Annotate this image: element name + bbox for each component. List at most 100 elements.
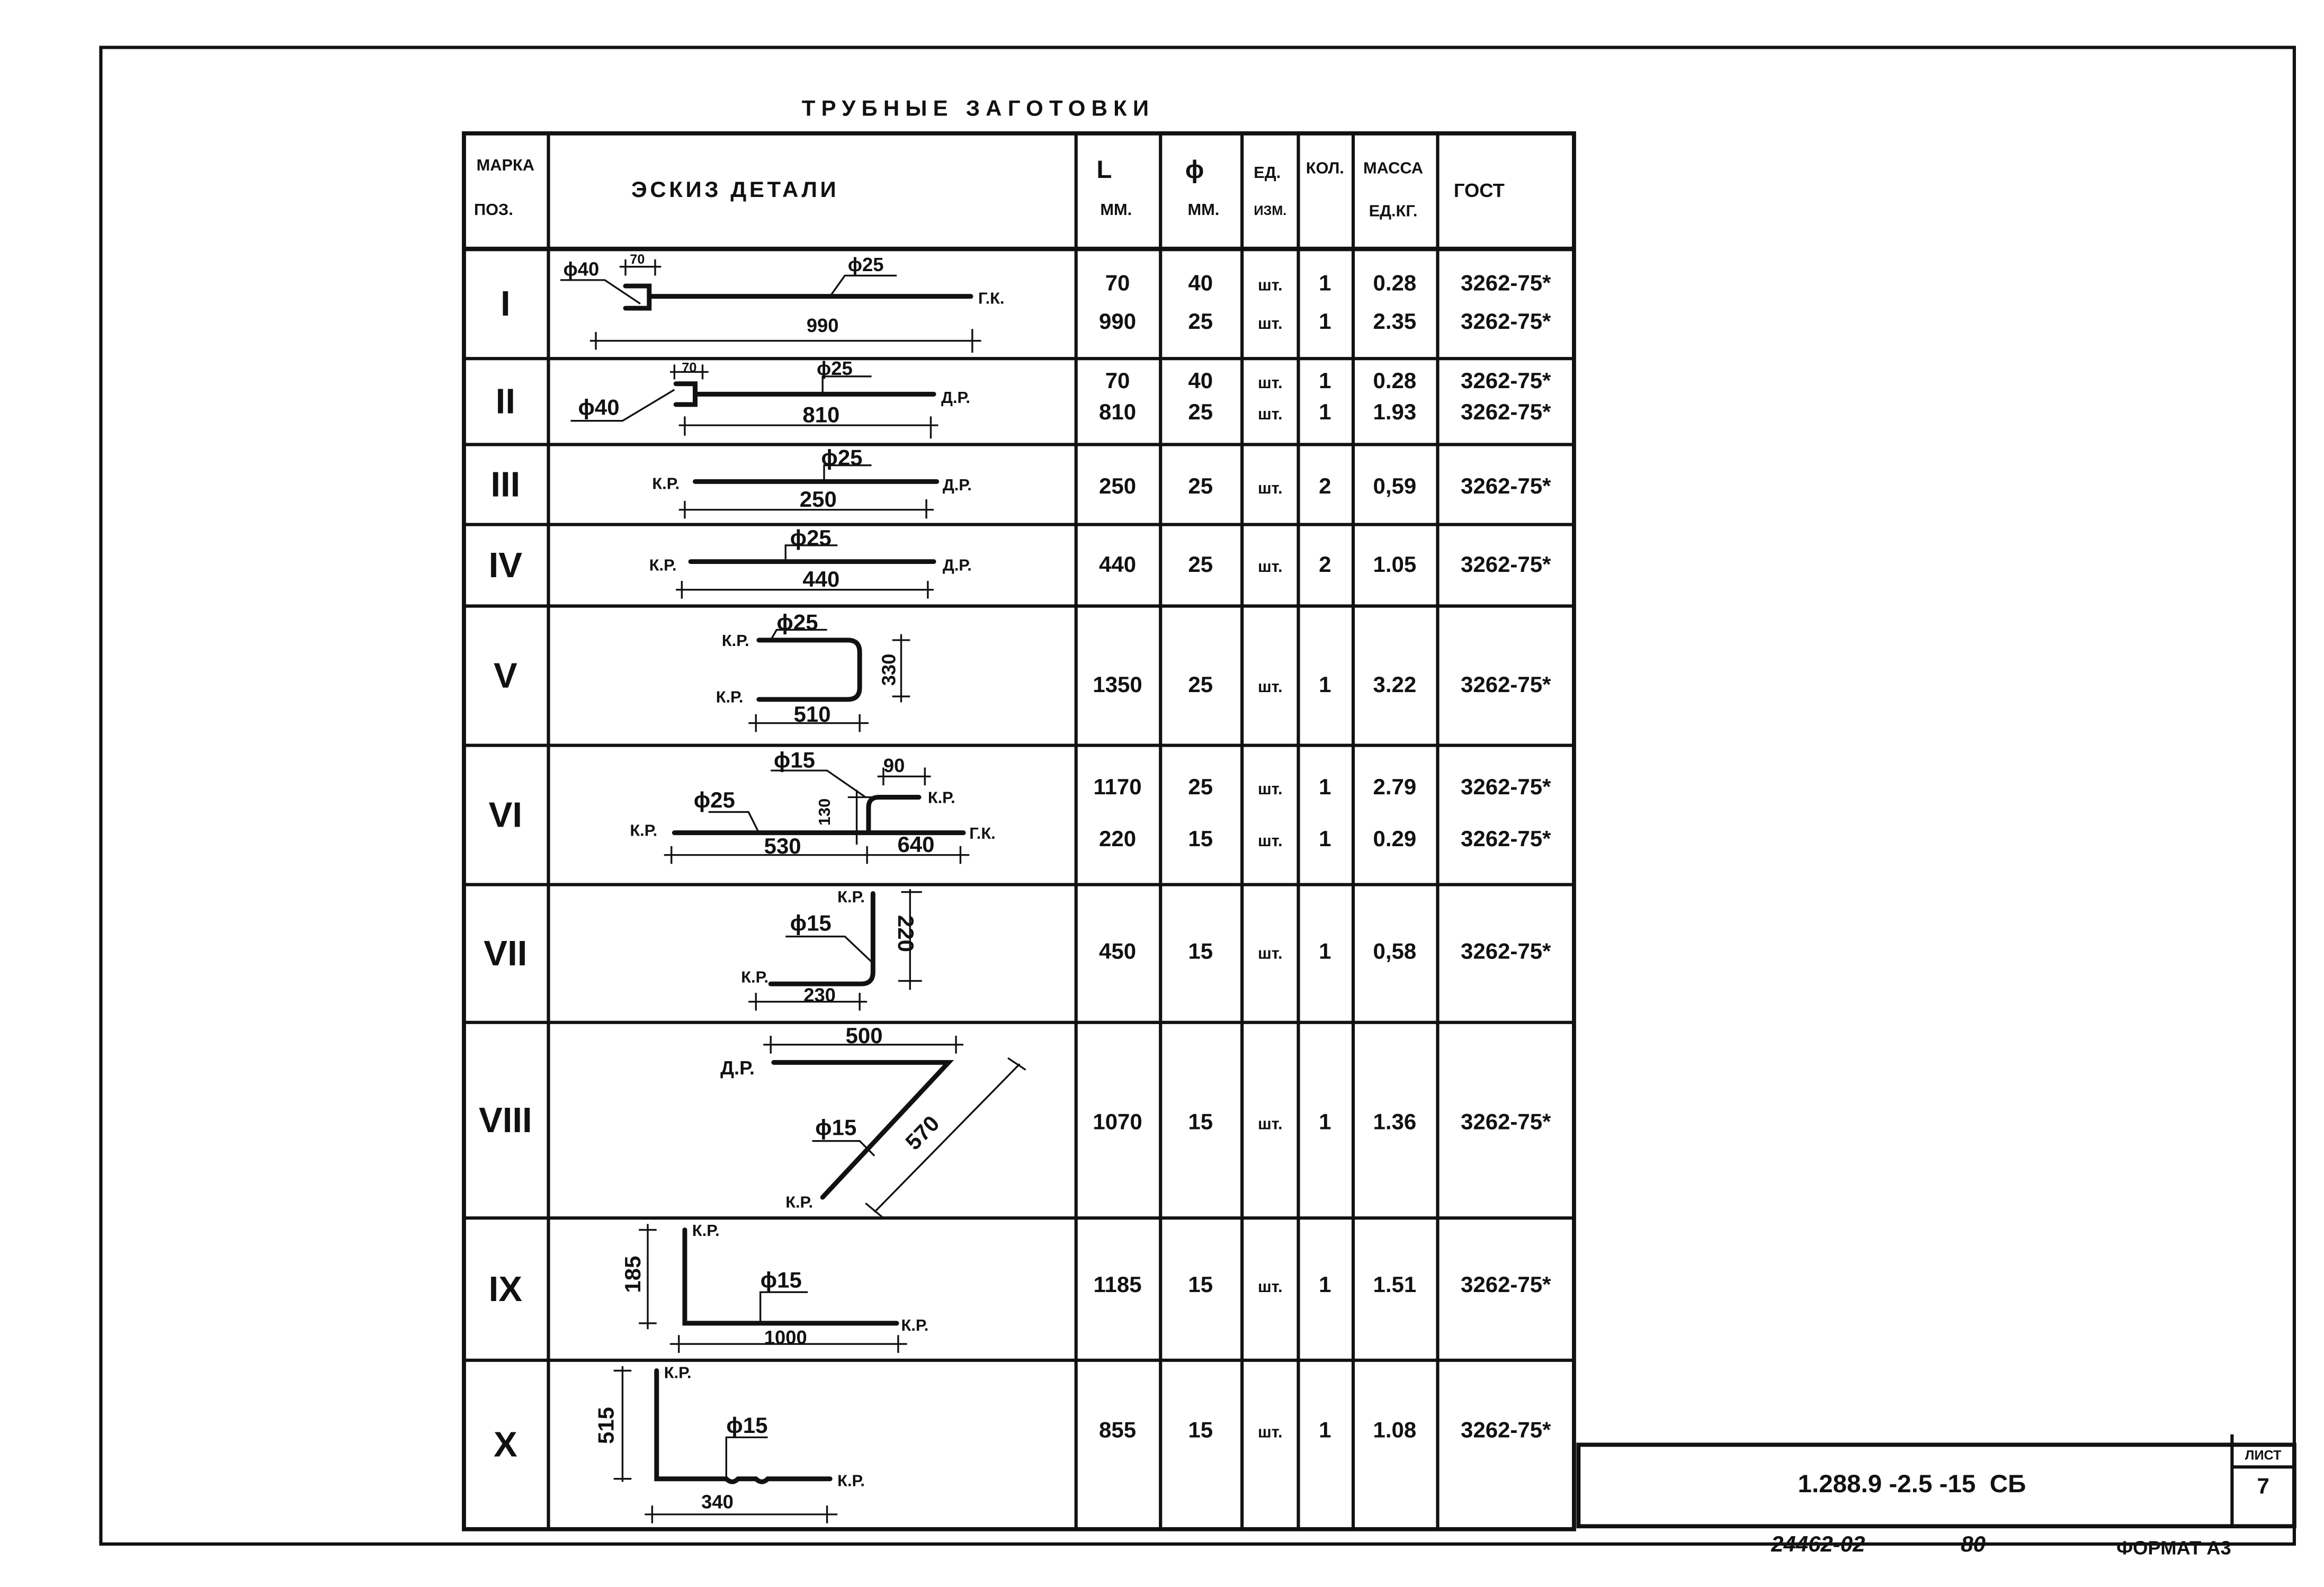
sketch-label: К.Р. [649, 555, 677, 574]
cell-d: 25 [1188, 309, 1213, 334]
sketch-label: ϕ25 [776, 609, 818, 634]
sketch-II: 70 ϕ25 ϕ40 Д.Р. 810 [570, 357, 970, 439]
cell-d: 15 [1188, 1417, 1213, 1442]
cell-gost: 3262-75* [1461, 552, 1551, 577]
cell-d: 15 [1188, 939, 1213, 964]
sketch-III: ϕ25 К.Р. Д.Р. 250 [652, 445, 972, 519]
header-mark-1: МАРКА [477, 156, 534, 174]
inventory-number: 24462-02 [1771, 1531, 1865, 1556]
position-mark: II [496, 382, 515, 422]
position-mark: III [490, 464, 520, 504]
sketch-label: К.Р. [837, 887, 865, 906]
sketch-line [669, 1335, 907, 1353]
sketch-line [678, 416, 938, 439]
sketch-line [708, 769, 866, 833]
sketch-line [676, 580, 934, 599]
sketch-label: К.Р. [664, 1363, 692, 1382]
cell-L: 250 [1099, 473, 1136, 498]
cell-d: 15 [1188, 1109, 1213, 1134]
sketch-label: ϕ40 [578, 395, 619, 420]
cell-L: 990 [1099, 309, 1136, 334]
sketch-label: ϕ15 [761, 1268, 802, 1293]
sketch-line [768, 891, 875, 987]
header-mass-2: ЕД.КГ. [1369, 202, 1418, 220]
cell-qty: 2 [1319, 552, 1331, 577]
sketch-label: К.Р. [928, 788, 955, 807]
sketch-label: К.Р. [716, 687, 744, 706]
sketch-line [654, 1368, 833, 1484]
document-designation: 1.288.9 -2.5 -15 СБ [1798, 1470, 2026, 1498]
table-row: VI 1170 25 шт. 1 2.79 3262-75* 220 15 шт. 1 0.29 326… [489, 774, 1551, 851]
sheet-number: 7 [2257, 1474, 2269, 1499]
cell-mass: 3.22 [1373, 672, 1416, 697]
sketch-line [673, 381, 936, 407]
cell-gost: 3262-75* [1461, 399, 1551, 424]
cell-mass: 0,59 [1373, 473, 1416, 498]
table-row: II 70 40 шт. 1 0.28 3262-75* 810 25 шт. 1 1.93 3262-… [496, 368, 1551, 424]
cell-gost: 3262-75* [1461, 368, 1551, 393]
position-mark: VIII [479, 1100, 532, 1140]
sketch-label: 130 [815, 799, 834, 826]
header-qty: КОЛ. [1306, 158, 1344, 177]
sketch-line [847, 790, 883, 845]
cell-qty: 2 [1319, 473, 1331, 498]
sketch-X: К.Р. 515 ϕ15 К.Р. 340 [594, 1363, 865, 1523]
sketch-line [669, 364, 709, 380]
sketch-label: ϕ15 [774, 748, 815, 773]
sketch-line [645, 1505, 838, 1523]
cell-gost: 3262-75* [1461, 1417, 1551, 1442]
header-diameter-1: ϕ [1185, 156, 1204, 184]
cell-L: 1350 [1093, 672, 1142, 697]
sketch-label: 515 [594, 1407, 619, 1444]
cell-qty: 1 [1319, 1109, 1331, 1134]
sketch-I: ϕ40 70 ϕ25 Г.К. 990 [560, 252, 1004, 353]
sketch-label: ϕ15 [790, 910, 832, 935]
sketch-label: 530 [764, 833, 801, 858]
sketch-line [560, 274, 897, 305]
cell-mass: 0.28 [1373, 270, 1416, 295]
sketch-label: К.Р. [722, 631, 749, 650]
header-mark-2: ПОЗ. [474, 200, 513, 219]
cell-qty: 1 [1319, 774, 1331, 799]
header-length-1: L [1096, 156, 1112, 184]
cell-d: 40 [1188, 270, 1213, 295]
cell-L: 1170 [1094, 774, 1142, 799]
sketch-label: ϕ25 [694, 787, 735, 812]
table-row: VII 450 15 шт. 1 0,58 3262-75* [484, 934, 1551, 973]
cell-unit: шт. [1258, 405, 1283, 423]
sketch-line [759, 1291, 808, 1323]
header-mass-1: МАССА [1363, 158, 1423, 177]
sketch-VII: К.Р. ϕ15 К.Р. 220 230 [741, 887, 922, 1011]
table-row: VIII 1070 15 шт. 1 1.36 3262-75* [479, 1100, 1551, 1140]
sketch-label: ϕ15 [726, 1413, 767, 1438]
sketch-line [678, 499, 934, 519]
sketch-label: 330 [878, 654, 899, 686]
cell-d: 25 [1188, 672, 1213, 697]
table-header: МАРКА ПОЗ. ЭСКИЗ ДЕТАЛИ L ММ. ϕ ММ. ЕД. … [474, 156, 1505, 220]
sketch-line [756, 638, 862, 702]
sketch-line [823, 464, 872, 482]
cell-d: 15 [1188, 1272, 1213, 1297]
sketch-line [770, 629, 827, 641]
sketch-label: ϕ40 [563, 258, 599, 280]
position-mark: X [494, 1425, 517, 1465]
sketch-label: 810 [802, 402, 839, 427]
cell-qty: 1 [1319, 939, 1331, 964]
cell-unit: шт. [1258, 479, 1283, 497]
sketch-label: 70 [682, 360, 696, 375]
sketch-label: К.Р. [652, 474, 680, 492]
sketch-line [664, 846, 970, 864]
cell-unit: шт. [1258, 557, 1283, 576]
cell-d: 25 [1188, 399, 1213, 424]
sketch-VI: ϕ15 90 ϕ25 К.Р. К.Р. Г.К. 130 530 640 [630, 748, 996, 864]
sketch-line [763, 1036, 964, 1054]
sketch-label: 185 [620, 1256, 645, 1293]
cell-unit: шт. [1258, 275, 1283, 294]
sketch-label: Д.Р. [720, 1057, 755, 1079]
title-block: 1.288.9 -2.5 -15 СБ ЛИСТ 7 [1576, 1434, 2296, 1529]
cell-mass: 1.08 [1373, 1417, 1416, 1442]
sketch-label: К.Р. [630, 821, 657, 839]
table-row: IX 1185 15 шт. 1 1.51 3262-75* [489, 1269, 1551, 1309]
sketch-line [748, 992, 868, 1011]
cell-unit: шт. [1258, 314, 1283, 333]
